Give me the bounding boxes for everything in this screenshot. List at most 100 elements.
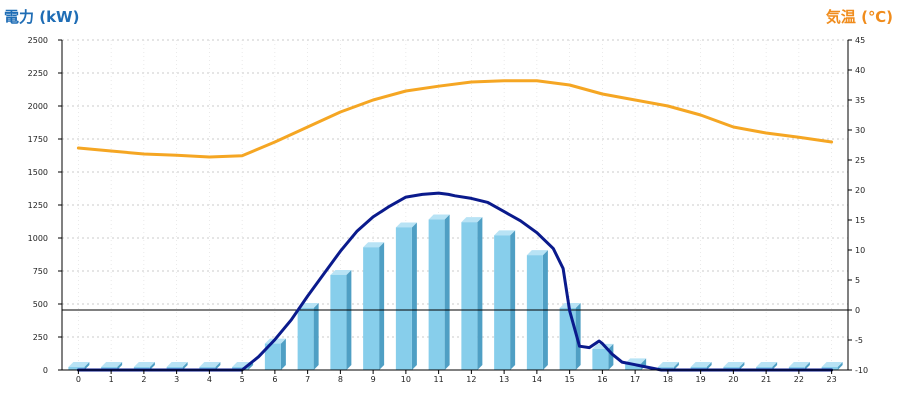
bar: [330, 274, 347, 370]
x-tick-label: 2: [141, 375, 146, 384]
x-tick-label: 4: [207, 375, 212, 384]
bar-side: [804, 362, 810, 370]
bar-side: [706, 362, 712, 370]
x-tick-label: 16: [597, 375, 607, 384]
x-tick-label: 0: [76, 375, 81, 384]
x-tick-label: 23: [827, 375, 837, 384]
power-line: [76, 191, 834, 372]
right-tick-label: 5: [855, 276, 860, 285]
bar-top: [101, 362, 123, 367]
right-tick-label: -10: [855, 366, 868, 375]
bar-side: [673, 362, 679, 370]
bar-side: [411, 222, 417, 370]
grid-layer: [62, 39, 848, 370]
x-tick-label: 21: [761, 375, 771, 384]
bar: [428, 219, 445, 370]
bar-side: [280, 338, 286, 370]
left-tick-label: 2500: [28, 36, 48, 45]
x-tick-label: 15: [565, 375, 575, 384]
bar-side: [215, 362, 221, 370]
bar-layer: [68, 214, 843, 370]
x-tick-label: 9: [371, 375, 376, 384]
bar-top: [756, 362, 778, 367]
bar-side: [84, 362, 90, 370]
bar: [395, 227, 412, 370]
bar-top: [68, 362, 90, 367]
right-tick-label: 20: [855, 186, 865, 195]
left-tick-label: 0: [43, 366, 48, 375]
x-tick-label: 1: [109, 375, 114, 384]
right-tick-label: -5: [855, 336, 863, 345]
bar-top: [199, 362, 221, 367]
bar: [592, 348, 609, 370]
bar: [264, 343, 281, 370]
bar-side: [313, 302, 319, 370]
right-tick-label: 35: [855, 96, 865, 105]
bar-top: [494, 230, 516, 236]
bar: [363, 247, 380, 370]
bar-top: [723, 362, 745, 367]
left-tick-label: 1000: [28, 234, 48, 243]
right-tick-label: 0: [855, 306, 860, 315]
left-tick-label: 1750: [28, 135, 48, 144]
bar: [559, 307, 576, 370]
x-tick-label: 3: [174, 375, 179, 384]
x-tick-label: 8: [338, 375, 343, 384]
bar-side: [117, 362, 123, 370]
bar: [297, 307, 314, 370]
bar-top: [166, 362, 188, 367]
bar: [68, 367, 85, 370]
bar-top: [821, 362, 843, 367]
bar-side: [379, 242, 385, 370]
left-tick-label: 2250: [28, 69, 48, 78]
bar-top: [395, 222, 417, 228]
bar-top: [428, 214, 450, 220]
left-tick-label: 2000: [28, 102, 48, 111]
x-tick-label: 5: [240, 375, 245, 384]
right-tick-label: 30: [855, 126, 865, 135]
right-tick-label: 10: [855, 246, 865, 255]
x-tick-label: 20: [728, 375, 738, 384]
x-tick-label: 19: [696, 375, 706, 384]
x-tick-label: 22: [794, 375, 804, 384]
bar-side: [510, 230, 516, 370]
left-tick-label: 500: [33, 300, 48, 309]
bar-side: [837, 362, 843, 370]
left-axis-title: 電力 (kW): [4, 8, 79, 26]
x-tick-label: 6: [272, 375, 277, 384]
bar-side: [346, 269, 352, 370]
bar-side: [739, 362, 745, 370]
axis-layer: 02505007501000125015001750200022502500-1…: [28, 36, 868, 384]
bar-top: [133, 362, 155, 367]
bar: [494, 235, 511, 370]
bar-side: [477, 217, 483, 370]
right-tick-label: 25: [855, 156, 865, 165]
x-tick-label: 10: [401, 375, 411, 384]
bar-top: [526, 250, 548, 256]
temperature-line: [76, 79, 834, 159]
right-tick-label: 45: [855, 36, 865, 45]
x-tick-label: 7: [305, 375, 310, 384]
x-tick-label: 18: [663, 375, 673, 384]
bar: [526, 255, 543, 370]
right-axis-title: 気温 (℃): [826, 8, 893, 26]
x-tick-label: 12: [466, 375, 476, 384]
left-tick-label: 1500: [28, 168, 48, 177]
bar-top: [690, 362, 712, 367]
x-tick-label: 13: [499, 375, 509, 384]
x-tick-label: 11: [434, 375, 444, 384]
bar: [625, 363, 642, 370]
right-tick-label: 15: [855, 216, 865, 225]
bar-top: [330, 269, 352, 275]
bar: [461, 222, 478, 370]
line-layer: [62, 79, 848, 372]
bar-side: [772, 362, 778, 370]
left-tick-label: 250: [33, 333, 48, 342]
bar-side: [444, 214, 450, 370]
bar-side: [182, 362, 188, 370]
x-tick-label: 17: [630, 375, 640, 384]
bar-side: [149, 362, 155, 370]
left-tick-label: 1250: [28, 201, 48, 210]
